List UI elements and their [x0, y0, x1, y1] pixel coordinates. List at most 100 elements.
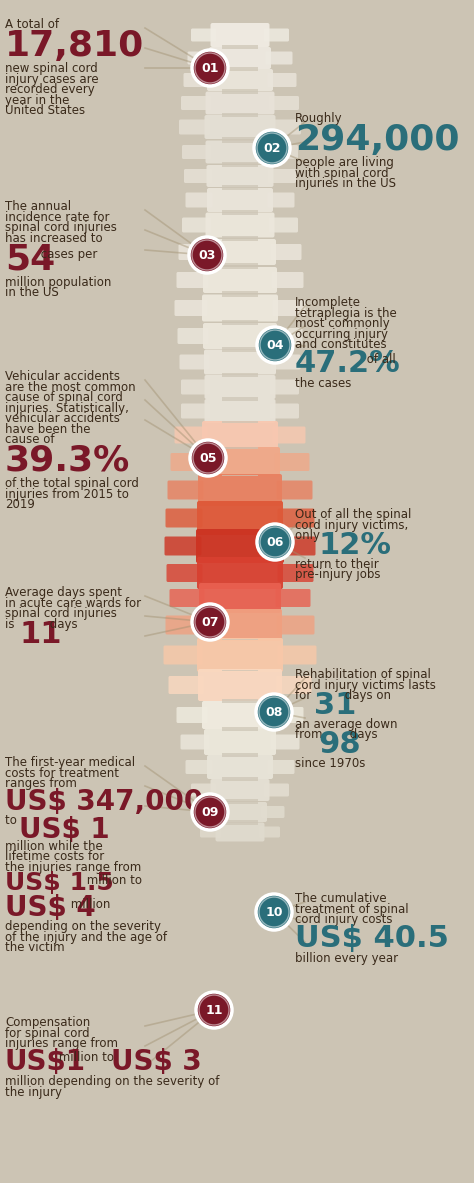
FancyBboxPatch shape [276, 480, 312, 499]
FancyBboxPatch shape [209, 47, 271, 69]
Text: 39.3%: 39.3% [5, 444, 130, 478]
Text: 11: 11 [19, 620, 62, 648]
Text: US$ 4: US$ 4 [5, 894, 96, 923]
FancyBboxPatch shape [213, 802, 267, 822]
FancyBboxPatch shape [204, 239, 276, 265]
FancyBboxPatch shape [274, 453, 310, 471]
Circle shape [254, 130, 290, 166]
Text: 17,810: 17,810 [5, 28, 144, 63]
FancyBboxPatch shape [265, 52, 292, 65]
Text: has increased to: has increased to [5, 232, 103, 245]
Text: ranges from: ranges from [5, 777, 77, 790]
FancyBboxPatch shape [222, 373, 258, 377]
FancyBboxPatch shape [200, 447, 280, 477]
Circle shape [196, 993, 232, 1028]
Circle shape [256, 894, 292, 930]
Text: Roughly: Roughly [295, 112, 343, 125]
Text: people are living: people are living [295, 156, 394, 169]
FancyBboxPatch shape [198, 670, 282, 702]
Text: million depending on the severity of: million depending on the severity of [5, 1075, 219, 1088]
Text: United States: United States [5, 104, 85, 117]
FancyBboxPatch shape [179, 244, 210, 260]
FancyBboxPatch shape [195, 806, 219, 817]
Text: days on: days on [341, 689, 391, 702]
FancyBboxPatch shape [174, 300, 208, 316]
Text: from: from [295, 728, 326, 741]
Text: Incomplete: Incomplete [295, 296, 361, 309]
FancyBboxPatch shape [203, 267, 277, 293]
FancyBboxPatch shape [168, 675, 203, 694]
Text: injuries. Statistically,: injuries. Statistically, [5, 401, 129, 414]
FancyBboxPatch shape [222, 185, 258, 190]
Circle shape [192, 605, 228, 640]
FancyBboxPatch shape [204, 399, 275, 424]
FancyBboxPatch shape [272, 272, 303, 287]
FancyBboxPatch shape [276, 615, 315, 634]
FancyBboxPatch shape [270, 380, 299, 394]
Text: 11: 11 [205, 1003, 223, 1016]
Circle shape [190, 440, 226, 476]
FancyBboxPatch shape [277, 564, 313, 582]
Text: for spinal cord: for spinal cord [5, 1027, 90, 1040]
Text: injury cases are: injury cases are [5, 73, 99, 86]
FancyBboxPatch shape [222, 112, 258, 117]
FancyBboxPatch shape [270, 119, 301, 135]
Circle shape [192, 50, 228, 86]
FancyBboxPatch shape [206, 91, 274, 115]
FancyBboxPatch shape [264, 28, 289, 41]
Text: new spinal cord: new spinal cord [5, 63, 98, 76]
FancyBboxPatch shape [277, 646, 317, 665]
FancyBboxPatch shape [207, 69, 273, 91]
FancyBboxPatch shape [207, 755, 273, 778]
Text: 07: 07 [201, 615, 219, 628]
Text: The annual: The annual [5, 200, 71, 213]
FancyBboxPatch shape [179, 119, 210, 135]
Text: the cases: the cases [295, 377, 351, 390]
FancyBboxPatch shape [270, 403, 299, 419]
Text: Rehabilitation of spinal: Rehabilitation of spinal [295, 668, 431, 681]
Text: treatment of spinal: treatment of spinal [295, 903, 409, 916]
Text: and constitutes: and constitutes [295, 338, 387, 351]
Text: an average down: an average down [295, 718, 398, 731]
FancyBboxPatch shape [222, 799, 258, 804]
Text: cases per: cases per [37, 248, 98, 261]
FancyBboxPatch shape [164, 646, 202, 665]
FancyBboxPatch shape [202, 702, 278, 729]
FancyBboxPatch shape [183, 73, 212, 88]
FancyBboxPatch shape [191, 28, 216, 41]
FancyBboxPatch shape [262, 806, 284, 817]
Text: The cumulative: The cumulative [295, 892, 387, 905]
FancyBboxPatch shape [267, 759, 294, 774]
FancyBboxPatch shape [222, 728, 258, 731]
Text: the victim: the victim [5, 942, 64, 955]
Text: cord injury costs: cord injury costs [295, 913, 392, 926]
Text: of all: of all [363, 354, 396, 367]
FancyBboxPatch shape [222, 754, 258, 757]
Text: A total of: A total of [5, 18, 59, 31]
Text: injuries from 2015 to: injuries from 2015 to [5, 487, 129, 500]
FancyBboxPatch shape [180, 355, 210, 369]
Text: spinal cord injuries: spinal cord injuries [5, 607, 117, 620]
Text: 10: 10 [265, 905, 283, 918]
FancyBboxPatch shape [164, 537, 201, 556]
FancyBboxPatch shape [170, 589, 204, 607]
FancyBboxPatch shape [185, 193, 212, 207]
FancyBboxPatch shape [181, 380, 210, 394]
FancyBboxPatch shape [177, 328, 209, 344]
Text: billion every year: billion every year [295, 952, 398, 965]
Text: 31: 31 [314, 691, 356, 720]
FancyBboxPatch shape [222, 67, 258, 71]
Text: year in the: year in the [5, 93, 69, 106]
Text: tetraplegia is the: tetraplegia is the [295, 306, 397, 319]
FancyBboxPatch shape [204, 115, 275, 138]
FancyBboxPatch shape [171, 453, 206, 471]
Text: injuries range from: injuries range from [5, 1037, 118, 1051]
FancyBboxPatch shape [276, 675, 311, 694]
Text: 294,000: 294,000 [295, 123, 459, 156]
FancyBboxPatch shape [182, 218, 211, 233]
Text: 98: 98 [319, 730, 361, 759]
FancyBboxPatch shape [191, 783, 216, 796]
FancyBboxPatch shape [216, 822, 264, 841]
FancyBboxPatch shape [277, 509, 315, 528]
FancyBboxPatch shape [222, 162, 258, 167]
